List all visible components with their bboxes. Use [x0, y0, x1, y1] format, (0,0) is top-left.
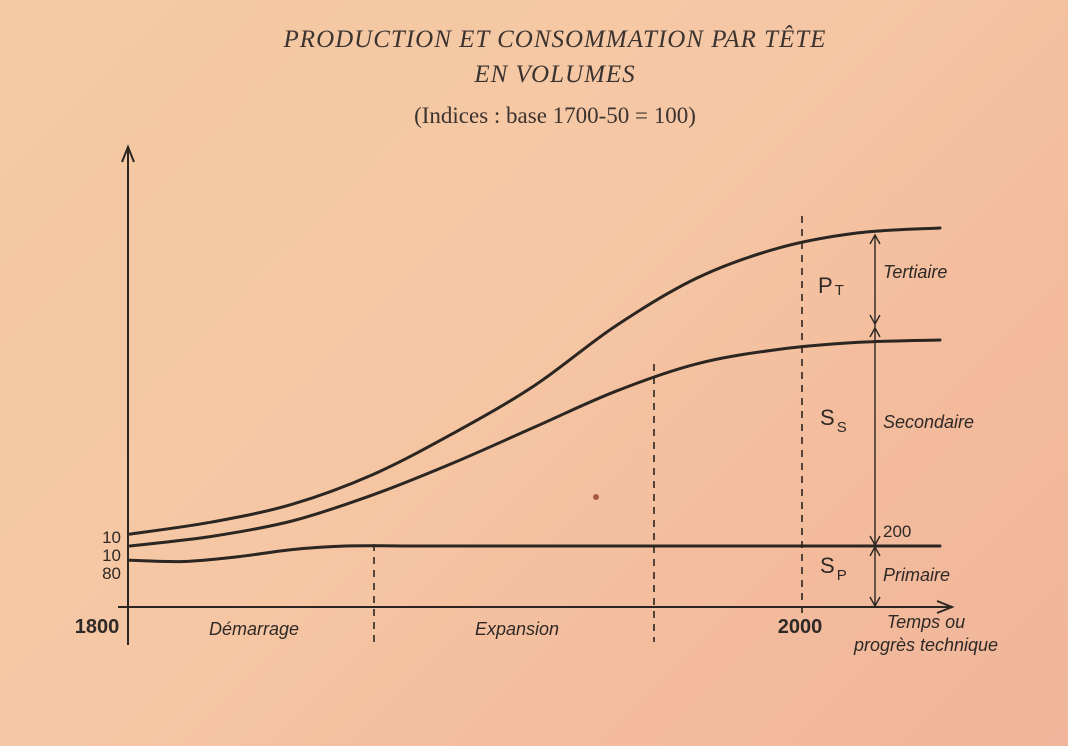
x-axis-end-label: 2000: [778, 616, 823, 638]
phase-label-expansion: Expansion: [475, 619, 559, 639]
series-line-secondaire: [128, 338, 942, 548]
series-curves: [128, 226, 942, 564]
x-axis-title-line2: progrès technique: [853, 635, 998, 655]
series-line-primaire: [128, 544, 942, 564]
sector-label-tertiaire: Tertiaire: [883, 262, 947, 282]
sector-label-primaire: Primaire: [883, 565, 950, 585]
x-axis-start-label: 1800: [75, 616, 120, 638]
measure-arrow-top-icon: [869, 233, 881, 245]
phase-label-demarrage: Démarrage: [209, 619, 299, 639]
x-axis-title: Temps ou: [887, 612, 965, 632]
x-axis-arrow-icon: [936, 600, 955, 614]
y-tick-label-1: 10: [102, 528, 121, 547]
y-tick-label-2: 10: [102, 546, 121, 565]
chart-subtitle: (Indices : base 1700-50 = 100): [414, 103, 696, 128]
sector-label-secondaire: Secondaire: [883, 412, 974, 432]
series-symbol-sp-sub: P: [837, 567, 847, 584]
chart-title-line2: EN VOLUMES: [473, 61, 635, 88]
measure-arrow-primaire-bottom-icon: [869, 596, 881, 608]
chart-title: PRODUCTION ET CONSOMMATION PAR TÊTE: [283, 25, 827, 53]
ink-spot: [593, 494, 599, 500]
series-symbol-pt-sub: T: [835, 282, 844, 299]
measure-arrow-tertiaire-bottom-icon: [869, 314, 881, 326]
measure-arrow-secondaire-top-icon: [869, 326, 881, 338]
series-symbol-sp-main: S: [820, 553, 835, 578]
series-line-tertiaire: [128, 226, 942, 536]
series-symbol-pt-main: P: [818, 273, 833, 298]
y-tick-label-3: 80: [102, 564, 121, 583]
series-symbol-ss-sub: S: [837, 419, 847, 436]
y-axis-arrow-icon: [121, 144, 135, 163]
series-symbol-ss-main: S: [820, 405, 835, 430]
marker-label-200: 200: [883, 522, 911, 541]
